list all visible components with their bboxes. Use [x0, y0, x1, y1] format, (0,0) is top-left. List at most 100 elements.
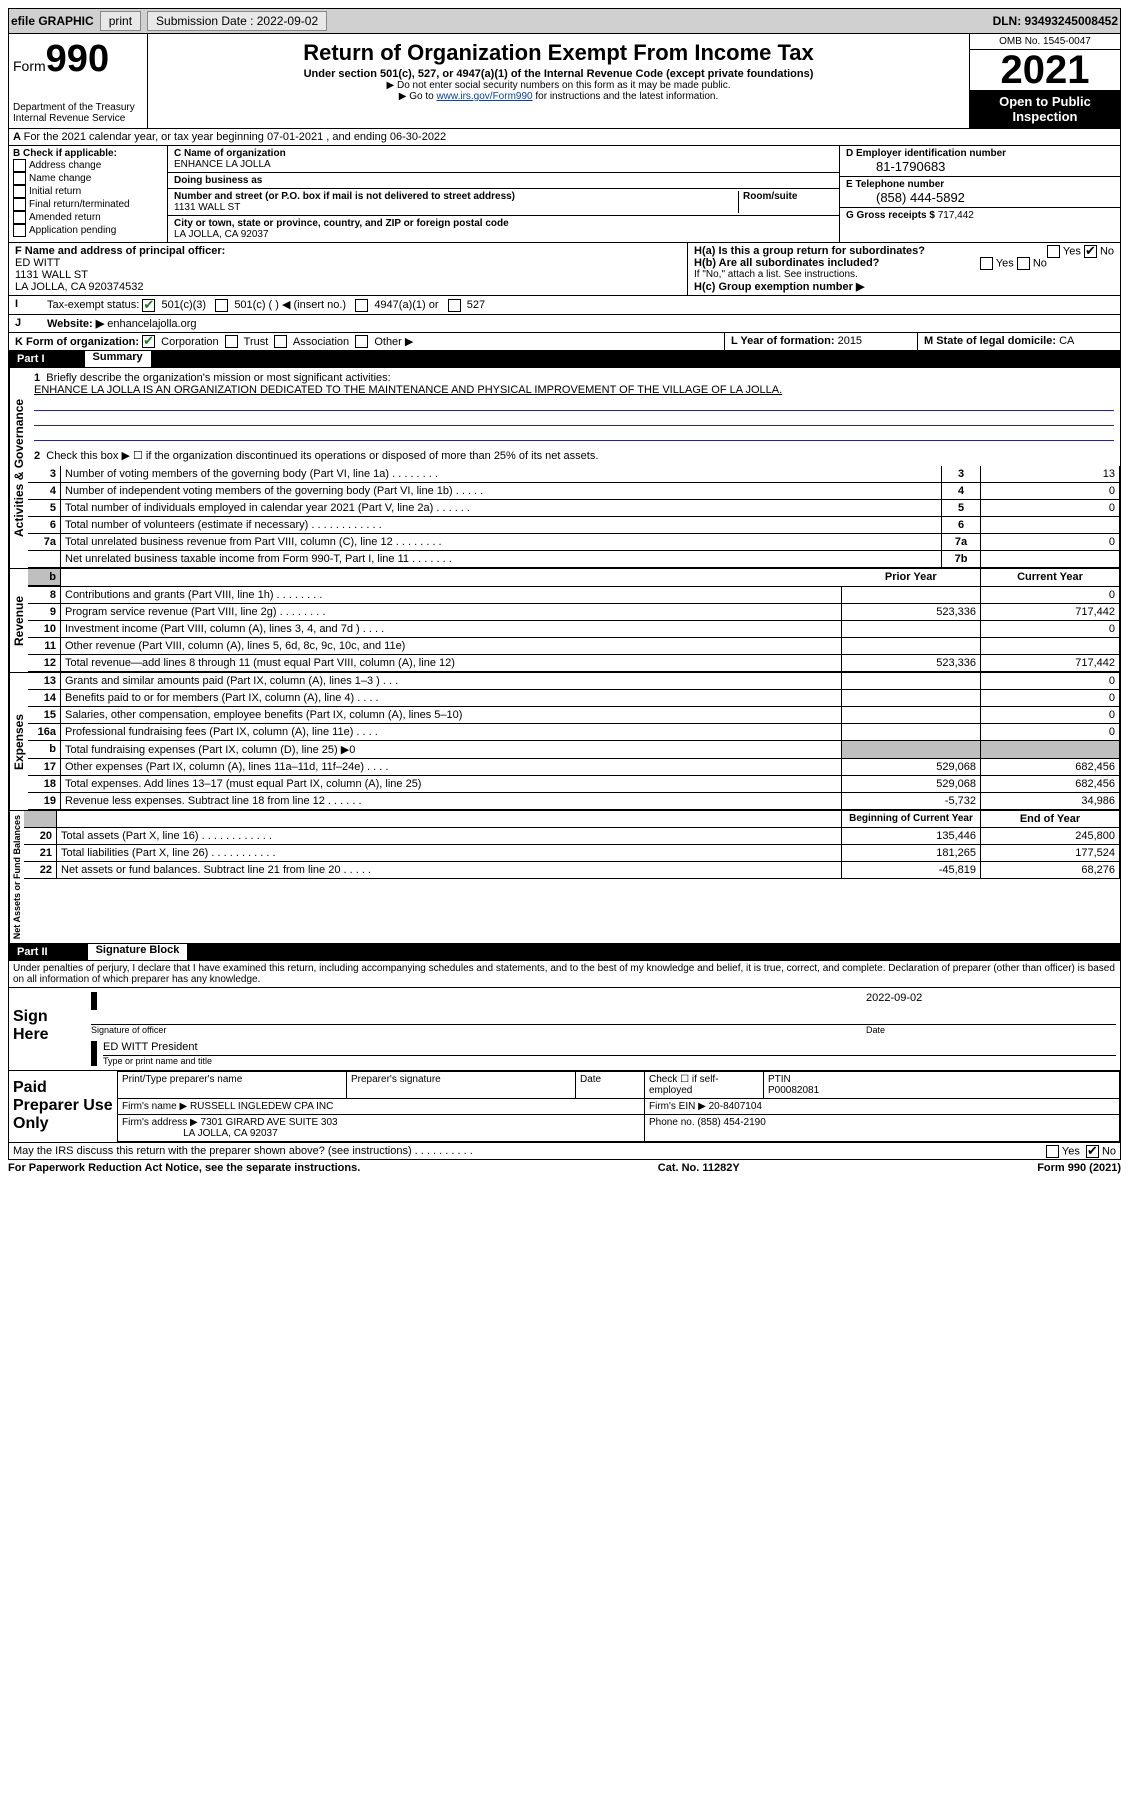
vert-governance: Activities & Governance: [9, 368, 28, 568]
vert-expenses: Expenses: [9, 673, 28, 810]
part1-header: Part I Summary: [8, 351, 1121, 368]
form-org-label: K Form of organization:: [15, 336, 139, 348]
chk-corporation[interactable]: [142, 335, 155, 348]
table-row: 13Grants and similar amounts paid (Part …: [28, 673, 1120, 690]
part1-title: Summary: [85, 351, 151, 367]
section-b-to-g: B Check if applicable: Address change Na…: [8, 146, 1121, 243]
tax-status-label: Tax-exempt status:: [47, 299, 139, 311]
header-sub2: ▶ Do not enter social security numbers o…: [156, 80, 961, 91]
table-row: 14Benefits paid to or for members (Part …: [28, 690, 1120, 707]
ptin-value: P00082081: [768, 1085, 819, 1096]
vert-revenue: Revenue: [9, 569, 28, 672]
chk-501c[interactable]: [215, 299, 228, 312]
chk-4947[interactable]: [355, 299, 368, 312]
top-toolbar: efile GRAPHIC print Submission Date : 20…: [8, 8, 1121, 34]
table-row: 19Revenue less expenses. Subtract line 1…: [28, 793, 1120, 810]
form-990-number: 990: [46, 38, 109, 80]
table-row: 15Salaries, other compensation, employee…: [28, 707, 1120, 724]
table-row: 16aProfessional fundraising fees (Part I…: [28, 724, 1120, 741]
paid-preparer-block: Paid Preparer Use Only Print/Type prepar…: [8, 1071, 1121, 1143]
h-c: H(c) Group exemption number ▶: [694, 280, 1114, 293]
website-value: enhancelajolla.org: [107, 318, 196, 330]
tax-year-text: For the 2021 calendar year, or tax year …: [24, 131, 447, 143]
chk-501c3[interactable]: [142, 299, 155, 312]
col-end: End of Year: [981, 811, 1120, 828]
org-name: ENHANCE LA JOLLA: [174, 159, 271, 170]
chk-final-return[interactable]: Final return/terminated: [13, 198, 163, 211]
table-row: 6Total number of volunteers (estimate if…: [28, 517, 1120, 534]
table-row: 5Total number of individuals employed in…: [28, 500, 1120, 517]
revenue-table: b Prior Year Current Year 8Contributions…: [28, 569, 1120, 672]
print-button[interactable]: print: [100, 11, 141, 31]
dba-label: Doing business as: [174, 175, 262, 186]
net-assets-section: Net Assets or Fund Balances Beginning of…: [8, 811, 1121, 944]
preparer-sig-label: Preparer's signature: [347, 1072, 576, 1099]
chk-amended-return[interactable]: Amended return: [13, 211, 163, 224]
table-row: 11Other revenue (Part VIII, column (A), …: [28, 638, 1120, 655]
website-label: Website: ▶: [47, 318, 104, 330]
year-formation-label: L Year of formation:: [731, 335, 835, 347]
table-row: 3Number of voting members of the governi…: [28, 466, 1120, 483]
goto-post: for instructions and the latest informat…: [533, 91, 719, 102]
firm-name: RUSSELL INGLEDEW CPA INC: [190, 1101, 333, 1112]
discuss-row: May the IRS discuss this return with the…: [8, 1143, 1121, 1160]
submission-date-button[interactable]: Submission Date : 2022-09-02: [147, 11, 327, 31]
irs-link[interactable]: www.irs.gov/Form990: [436, 91, 532, 102]
col-d-to-g: D Employer identification number 81-1790…: [840, 146, 1120, 242]
phone-value: (858) 444-5892: [846, 190, 1114, 205]
chk-association[interactable]: [274, 335, 287, 348]
dln-label: DLN: 93493245008452: [993, 14, 1118, 28]
table-row: 10Investment income (Part VIII, column (…: [28, 621, 1120, 638]
table-row: 12Total revenue—add lines 8 through 11 (…: [28, 655, 1120, 672]
vert-net-assets: Net Assets or Fund Balances: [9, 811, 24, 943]
sig-date-label: Date: [866, 1024, 1116, 1035]
discuss-text: May the IRS discuss this return with the…: [13, 1145, 473, 1157]
chk-527[interactable]: [448, 299, 461, 312]
addr-label: Number and street (or P.O. box if mail i…: [174, 191, 515, 202]
col-prior-year: Prior Year: [842, 569, 981, 586]
line2-text: Check this box ▶ ☐ if the organization d…: [46, 450, 598, 462]
paid-preparer-table: Print/Type preparer's name Preparer's si…: [117, 1071, 1120, 1142]
row-a-tax-year: A For the 2021 calendar year, or tax yea…: [8, 129, 1121, 146]
efile-label: efile GRAPHIC: [11, 14, 94, 28]
paid-preparer-label: Paid Preparer Use Only: [9, 1071, 117, 1142]
col-beginning: Beginning of Current Year: [842, 811, 981, 828]
governance-table: 3Number of voting members of the governi…: [28, 466, 1120, 568]
org-name-label: C Name of organization: [174, 148, 286, 159]
chk-address-change[interactable]: Address change: [13, 159, 163, 172]
table-row: 7aTotal unrelated business revenue from …: [28, 534, 1120, 551]
table-row: 17Other expenses (Part IX, column (A), l…: [28, 759, 1120, 776]
footer-right: Form 990 (2021): [1037, 1162, 1121, 1174]
expenses-table: 13Grants and similar amounts paid (Part …: [28, 673, 1120, 810]
revenue-section: Revenue b Prior Year Current Year 8Contr…: [8, 569, 1121, 673]
table-row: 21Total liabilities (Part X, line 26) . …: [24, 845, 1120, 862]
row-f-h: F Name and address of principal officer:…: [8, 243, 1121, 296]
chk-initial-return[interactable]: Initial return: [13, 185, 163, 198]
b-label: B Check if applicable:: [13, 148, 163, 159]
chk-name-change[interactable]: Name change: [13, 172, 163, 185]
chk-trust[interactable]: [225, 335, 238, 348]
table-row: 4Number of independent voting members of…: [28, 483, 1120, 500]
page-footer: For Paperwork Reduction Act Notice, see …: [8, 1160, 1121, 1176]
officer-name: ED WITT: [15, 257, 60, 269]
city-label: City or town, state or province, country…: [174, 218, 509, 229]
tax-year: 2021: [970, 50, 1120, 90]
footer-left: For Paperwork Reduction Act Notice, see …: [8, 1162, 360, 1174]
part1-body: Activities & Governance 1 Briefly descri…: [8, 368, 1121, 569]
domicile-value: CA: [1059, 335, 1074, 347]
room-label: Room/suite: [738, 191, 833, 213]
chk-application-pending[interactable]: Application pending: [13, 224, 163, 237]
h-b: H(b) Are all subordinates included? Yes …: [694, 257, 1114, 269]
table-row: Net unrelated business taxable income fr…: [28, 551, 1120, 568]
table-row: 8Contributions and grants (Part VIII, li…: [28, 586, 1120, 604]
chk-other[interactable]: [355, 335, 368, 348]
header-sub3: ▶ Go to www.irs.gov/Form990 for instruct…: [156, 91, 961, 102]
firm-phone-label: Phone no.: [649, 1117, 695, 1128]
table-row: 22Net assets or fund balances. Subtract …: [24, 862, 1120, 879]
firm-ein-label: Firm's EIN ▶: [649, 1101, 706, 1112]
part2-header: Part II Signature Block: [8, 944, 1121, 961]
firm-addr2: LA JOLLA, CA 92037: [183, 1128, 278, 1139]
form-header: Form990 Department of the Treasury Inter…: [8, 34, 1121, 129]
form-word: Form: [13, 58, 46, 74]
part2-label: Part II: [17, 946, 48, 958]
